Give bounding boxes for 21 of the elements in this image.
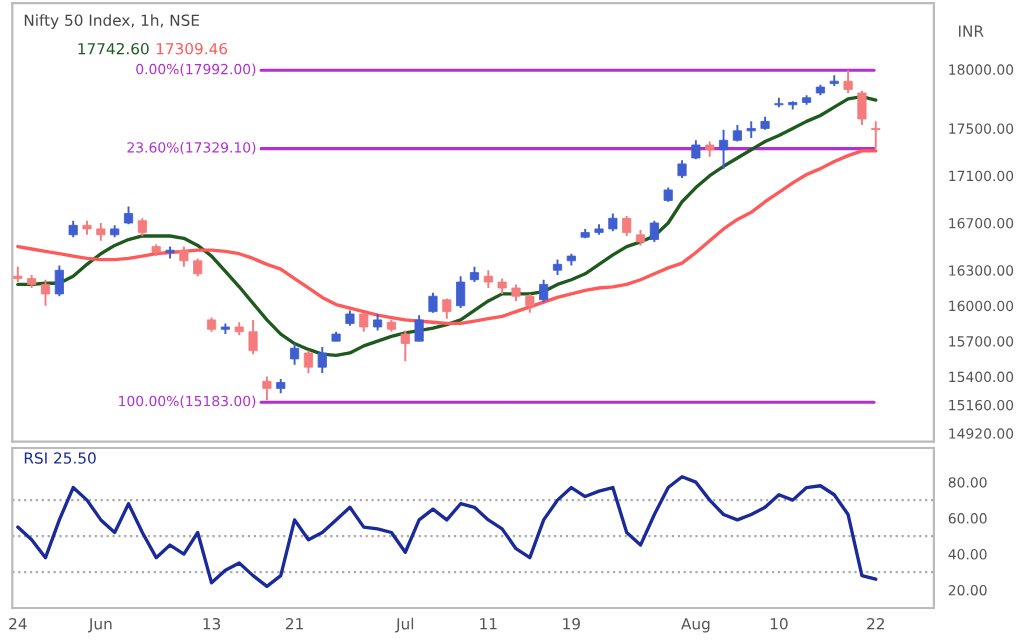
candlestick (718, 128, 729, 170)
candlestick (248, 318, 258, 356)
candlestick (317, 346, 327, 375)
candlestick (871, 120, 881, 150)
candlestick (428, 291, 438, 314)
candlestick (179, 245, 189, 268)
candlestick (622, 214, 632, 237)
candlestick (857, 89, 867, 126)
candlestick (400, 329, 410, 363)
candlestick (290, 342, 300, 366)
candlestick (539, 278, 549, 304)
candlestick (54, 264, 64, 298)
candlestick (303, 349, 313, 375)
candlestick (456, 275, 466, 310)
candlestick (843, 69, 853, 94)
candlestick (262, 375, 272, 402)
candlestick (525, 292, 535, 314)
line-series (16, 475, 878, 589)
candlestick (40, 278, 51, 307)
candlestick (414, 314, 424, 343)
candlestick (649, 219, 659, 243)
